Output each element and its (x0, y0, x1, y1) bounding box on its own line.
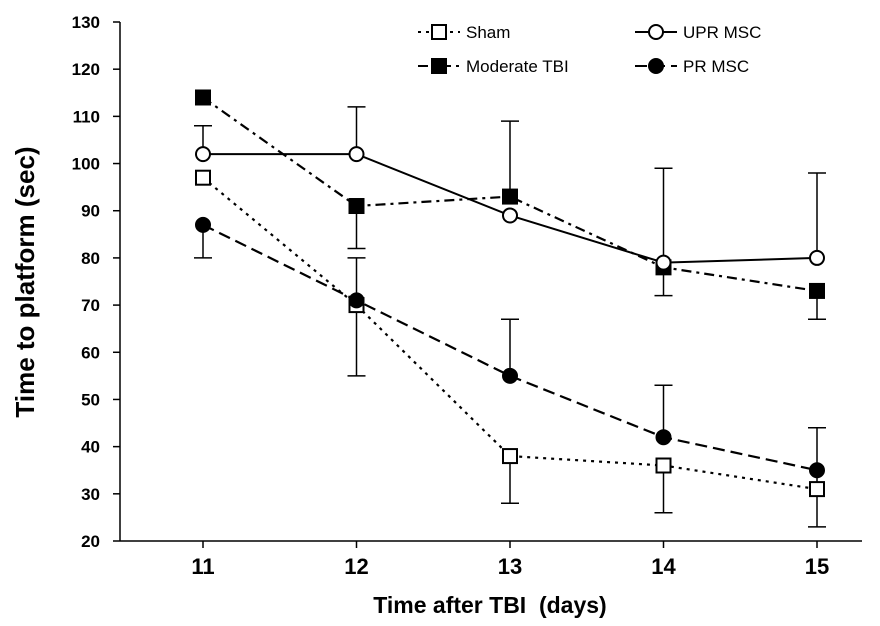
x-tick-label: 13 (498, 554, 522, 579)
moderate-tbi-point (195, 89, 211, 106)
x-tick-label: 12 (344, 554, 368, 579)
y-axis-title: Time to platform (sec) (10, 146, 40, 417)
moderate-tbi-legend-marker (431, 58, 447, 74)
y-tick-label: 70 (81, 296, 100, 315)
y-tick-label: 30 (81, 485, 100, 504)
legend: Sham Moderate TBI UPR MSC PR MSC (418, 23, 761, 76)
axes (119, 22, 862, 542)
x-tick-label: 11 (191, 554, 214, 579)
upr-msc-legend-marker (648, 24, 664, 40)
y-tick-label: 90 (81, 202, 100, 221)
x-tick-label: 15 (805, 554, 829, 579)
y-tick-label: 60 (81, 343, 100, 362)
upr-msc-point (655, 254, 672, 271)
pr-msc-legend-label: PR MSC (683, 57, 749, 76)
sham-point (809, 481, 825, 498)
pr-msc-point (809, 462, 825, 479)
upr-msc-point (502, 207, 518, 224)
y-tick-label: 100 (72, 155, 100, 174)
upr-msc-legend-label: UPR MSC (683, 23, 761, 42)
pr-msc-point (195, 216, 211, 233)
upr-msc-point (348, 146, 365, 163)
x-ticks: 11 12 13 14 15 (191, 541, 829, 579)
sham-point (655, 457, 672, 474)
sham-legend-label: Sham (466, 23, 510, 42)
pr-msc-point (655, 429, 672, 446)
sham-point (502, 448, 518, 465)
sham-point (195, 169, 211, 186)
x-tick-label: 14 (651, 554, 676, 579)
moderate-tbi-point (348, 198, 365, 215)
pr-msc-legend-marker (648, 58, 664, 74)
y-tick-label: 50 (81, 390, 100, 409)
y-ticks: 20 30 40 50 60 70 80 90 100 110 120 130 (72, 13, 120, 551)
error-bars (194, 106, 826, 528)
y-tick-label: 40 (81, 438, 100, 457)
y-tick-label: 110 (73, 107, 100, 126)
sham-legend-marker (431, 24, 447, 40)
pr-msc-point (348, 292, 365, 309)
moderate-tbi-point (809, 282, 825, 299)
upr-msc-point (809, 249, 825, 266)
y-tick-label: 120 (72, 60, 100, 79)
y-tick-label: 130 (72, 13, 100, 32)
moderate-tbi-point (502, 188, 518, 205)
y-tick-label: 20 (81, 532, 100, 551)
x-axis-title: Time after TBI (days) (373, 592, 606, 618)
pr-msc-point (502, 367, 518, 384)
moderate-tbi-legend-label: Moderate TBI (466, 57, 569, 76)
markers (195, 89, 825, 498)
y-tick-label: 80 (81, 249, 100, 268)
upr-msc-point (195, 146, 211, 163)
